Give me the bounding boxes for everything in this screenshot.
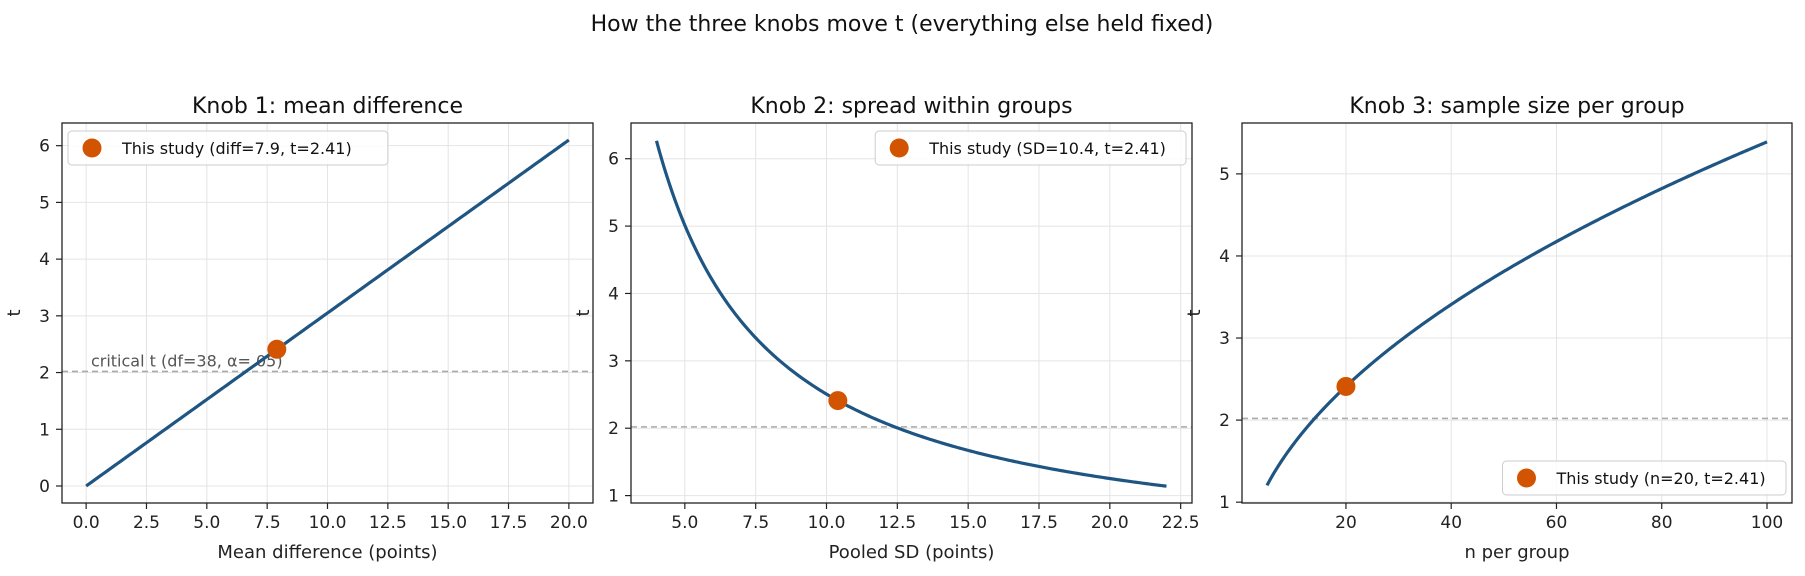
x-tick-label: 80: [1651, 513, 1673, 533]
x-tick-label: 20.0: [1091, 513, 1129, 533]
panel-title: Knob 1: mean difference: [192, 94, 463, 119]
series-line: [654, 140, 1167, 488]
chart-panel-2: 5.0 7.5 10.0 12.5 15.0 17.5 20.0 22.5 1 2 3 4 5 6 Knob…: [573, 94, 1200, 563]
plot-frame: [1241, 122, 1793, 504]
y-tick-label: 4: [608, 284, 619, 304]
y-tick-label: 4: [1219, 247, 1230, 267]
x-tick-label: 15.0: [429, 513, 467, 533]
legend: This study (SD=10.4, t=2.41): [874, 130, 1187, 166]
y-tick-label: 3: [608, 352, 619, 372]
y-tick-label: 2: [1219, 411, 1230, 431]
legend-box: [874, 130, 1187, 166]
x-tick-label: 5.0: [193, 513, 220, 533]
x-tick-label: 17.5: [490, 513, 528, 533]
legend-label: This study (diff=7.9, t=2.41): [121, 139, 352, 158]
series-line: [85, 138, 570, 488]
x-tick-label: 0.0: [73, 513, 100, 533]
y-tick-label: 6: [608, 150, 619, 170]
x-tick-label: 12.5: [878, 513, 916, 533]
panel-title: Knob 3: sample size per group: [1349, 94, 1684, 119]
y-tick-label: 1: [39, 420, 50, 440]
x-tick-label: 12.5: [369, 513, 407, 533]
chart-panel-1: critical t (df=38, α=.05) 0.0 2.5 5.0 7.5 10.…: [4, 94, 594, 563]
x-tick-label: 7.5: [742, 513, 769, 533]
y-tick-label: 2: [39, 364, 50, 384]
x-tick-label: 20.0: [550, 513, 588, 533]
study-point-marker: [828, 391, 848, 411]
chart-panels: critical t (df=38, α=.05) 0.0 2.5 5.0 7.5 10.…: [4, 94, 1793, 563]
x-tick-label: 40: [1440, 513, 1462, 533]
y-tick-label: 1: [608, 487, 619, 507]
y-axis-label: t: [573, 309, 594, 316]
x-tick-label: 20: [1335, 513, 1357, 533]
x-tick-label: 22.5: [1162, 513, 1200, 533]
x-tick-label: 60: [1546, 513, 1568, 533]
x-tick-label: 10.0: [309, 513, 347, 533]
legend-box: [1502, 460, 1787, 496]
y-tick-label: 5: [39, 193, 50, 213]
legend-label: This study (n=20, t=2.41): [1556, 469, 1766, 488]
x-axis-label: Mean difference (points): [217, 542, 437, 563]
y-axis-label: t: [4, 309, 25, 316]
study-point-marker: [267, 339, 287, 359]
x-tick-label: 100: [1751, 513, 1783, 533]
y-tick-label: 0: [39, 477, 50, 497]
y-tick-label: 5: [608, 217, 619, 237]
y-tick-label: 5: [1219, 165, 1230, 185]
legend: This study (diff=7.9, t=2.41): [67, 130, 389, 166]
x-tick-label: 7.5: [254, 513, 281, 533]
x-tick-label: 15.0: [949, 513, 987, 533]
critical-t-label: critical t (df=38, α=.05): [91, 351, 283, 370]
legend-marker: [889, 138, 909, 158]
y-tick-label: 6: [39, 137, 50, 157]
y-tick-label: 4: [39, 250, 50, 270]
y-tick-label: 3: [39, 307, 50, 327]
legend-box: [67, 130, 389, 166]
legend-marker: [1517, 468, 1536, 488]
panel-title: Knob 2: spread within groups: [750, 94, 1072, 119]
y-tick-label: 1: [1219, 493, 1230, 513]
x-tick-label: 5.0: [671, 513, 698, 533]
plot-frame: [630, 122, 1193, 504]
y-axis-label: t: [1184, 309, 1205, 316]
x-tick-label: 17.5: [1020, 513, 1058, 533]
x-axis-label: Pooled SD (points): [829, 542, 995, 563]
y-tick-label: 3: [1219, 329, 1230, 349]
legend: This study (n=20, t=2.41): [1502, 460, 1787, 496]
legend-label: This study (SD=10.4, t=2.41): [928, 139, 1166, 158]
chart-panel-3: 20 40 60 80 100 1 2 3 4 5 Knob 3: sample size per …: [1184, 94, 1793, 563]
figure-suptitle: How the three knobs move t (everything e…: [591, 12, 1214, 37]
study-point-marker: [1336, 376, 1356, 396]
y-tick-label: 2: [608, 419, 619, 439]
x-tick-label: 2.5: [133, 513, 160, 533]
series-line: [1265, 140, 1768, 487]
x-tick-label: 10.0: [808, 513, 846, 533]
legend-marker: [82, 138, 102, 158]
x-axis-label: n per group: [1464, 542, 1569, 563]
